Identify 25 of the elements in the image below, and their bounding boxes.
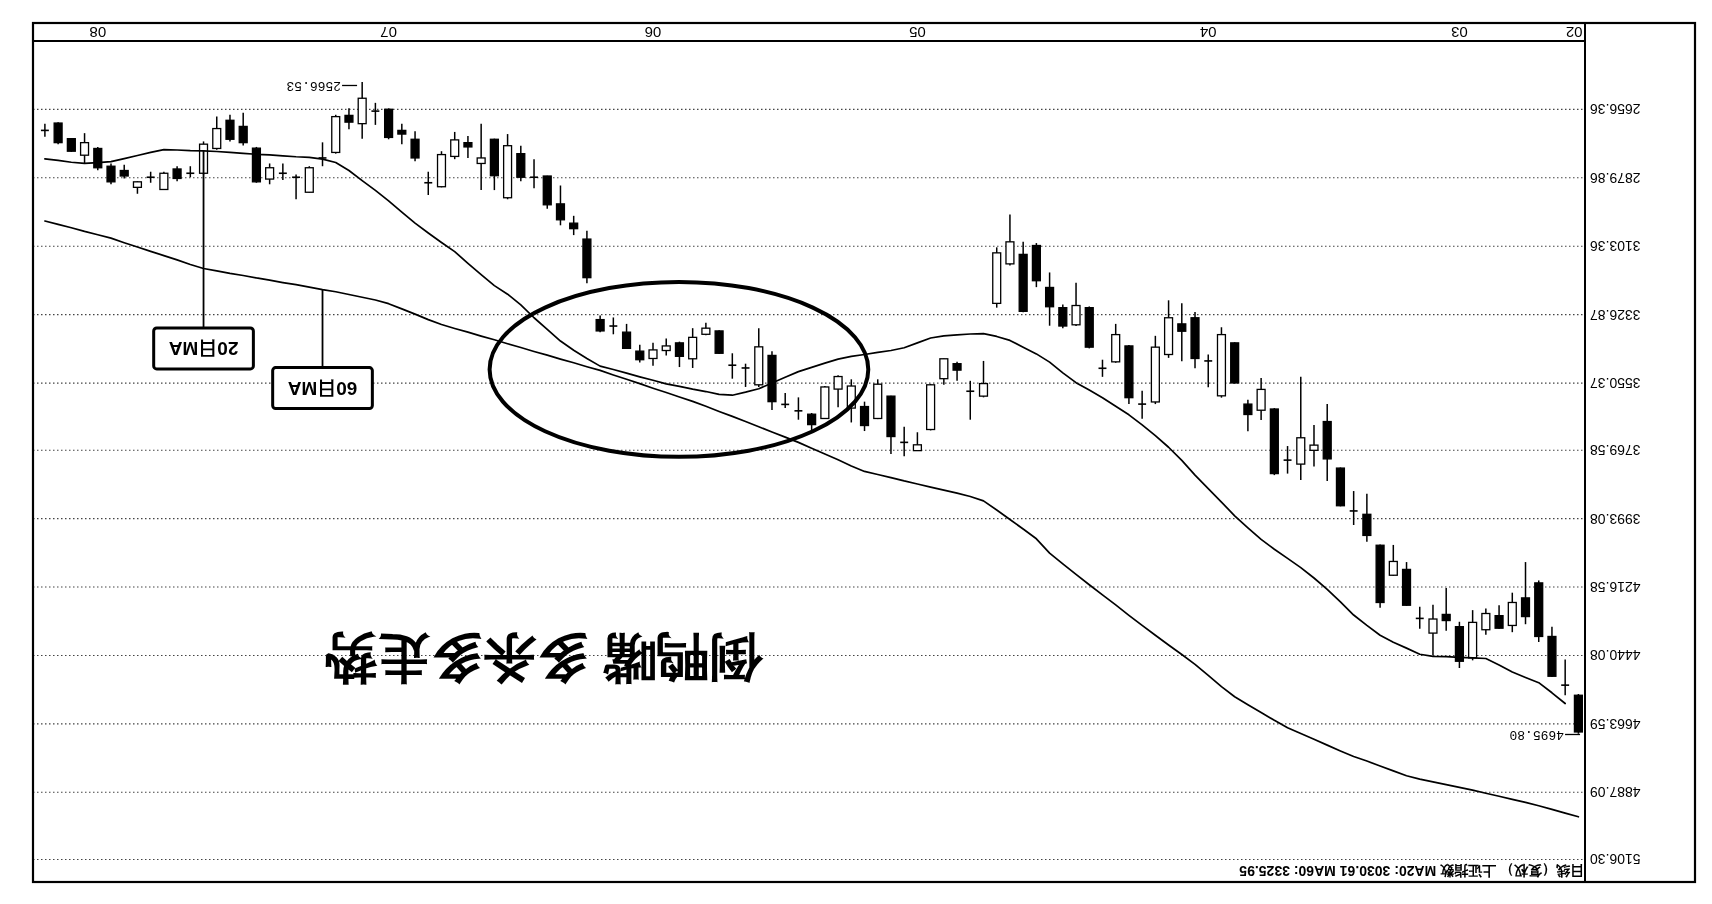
series-label: 60日MA (287, 377, 358, 399)
x-tick-label: 07 (380, 24, 397, 41)
series-label: 20日MA (168, 337, 239, 359)
y-tick-label: 4440.08 (1590, 647, 1641, 664)
y-tick-label: 3769.58 (1590, 442, 1641, 459)
x-tick-label: 02 (1565, 24, 1583, 41)
x-tick-label: 04 (1199, 24, 1217, 41)
y-tick-label: 3326.87 (1590, 306, 1641, 323)
y-tick-label: 5106.30 (1590, 851, 1641, 868)
y-tick-label: 4887.09 (1590, 784, 1641, 801)
y-tick-label: 3993.08 (1590, 510, 1641, 527)
x-tick-label: 08 (89, 24, 107, 41)
y-tick-label: 2656.36 (1590, 101, 1641, 118)
title: 日线（复权） 上证指数 MA20: 3030.61 MA60: 3325.95 (1239, 862, 1584, 879)
annotation: 2566.53 (286, 78, 342, 93)
x-tick-label: 03 (1451, 24, 1468, 41)
x-tick-label: 06 (644, 24, 662, 41)
y-tick-label: 3550.37 (1590, 375, 1641, 392)
y-tick-label: 3103.36 (1590, 238, 1641, 255)
y-tick-label: 4216.58 (1590, 579, 1641, 596)
y-tick-label: 4663.59 (1590, 715, 1641, 732)
annotation: 倒鸭嘴 多杀多走势 (323, 628, 763, 688)
y-tick-label: 2879.86 (1590, 169, 1641, 186)
x-tick-label: 05 (909, 24, 926, 41)
annotation: 4695.80 (1509, 727, 1565, 742)
